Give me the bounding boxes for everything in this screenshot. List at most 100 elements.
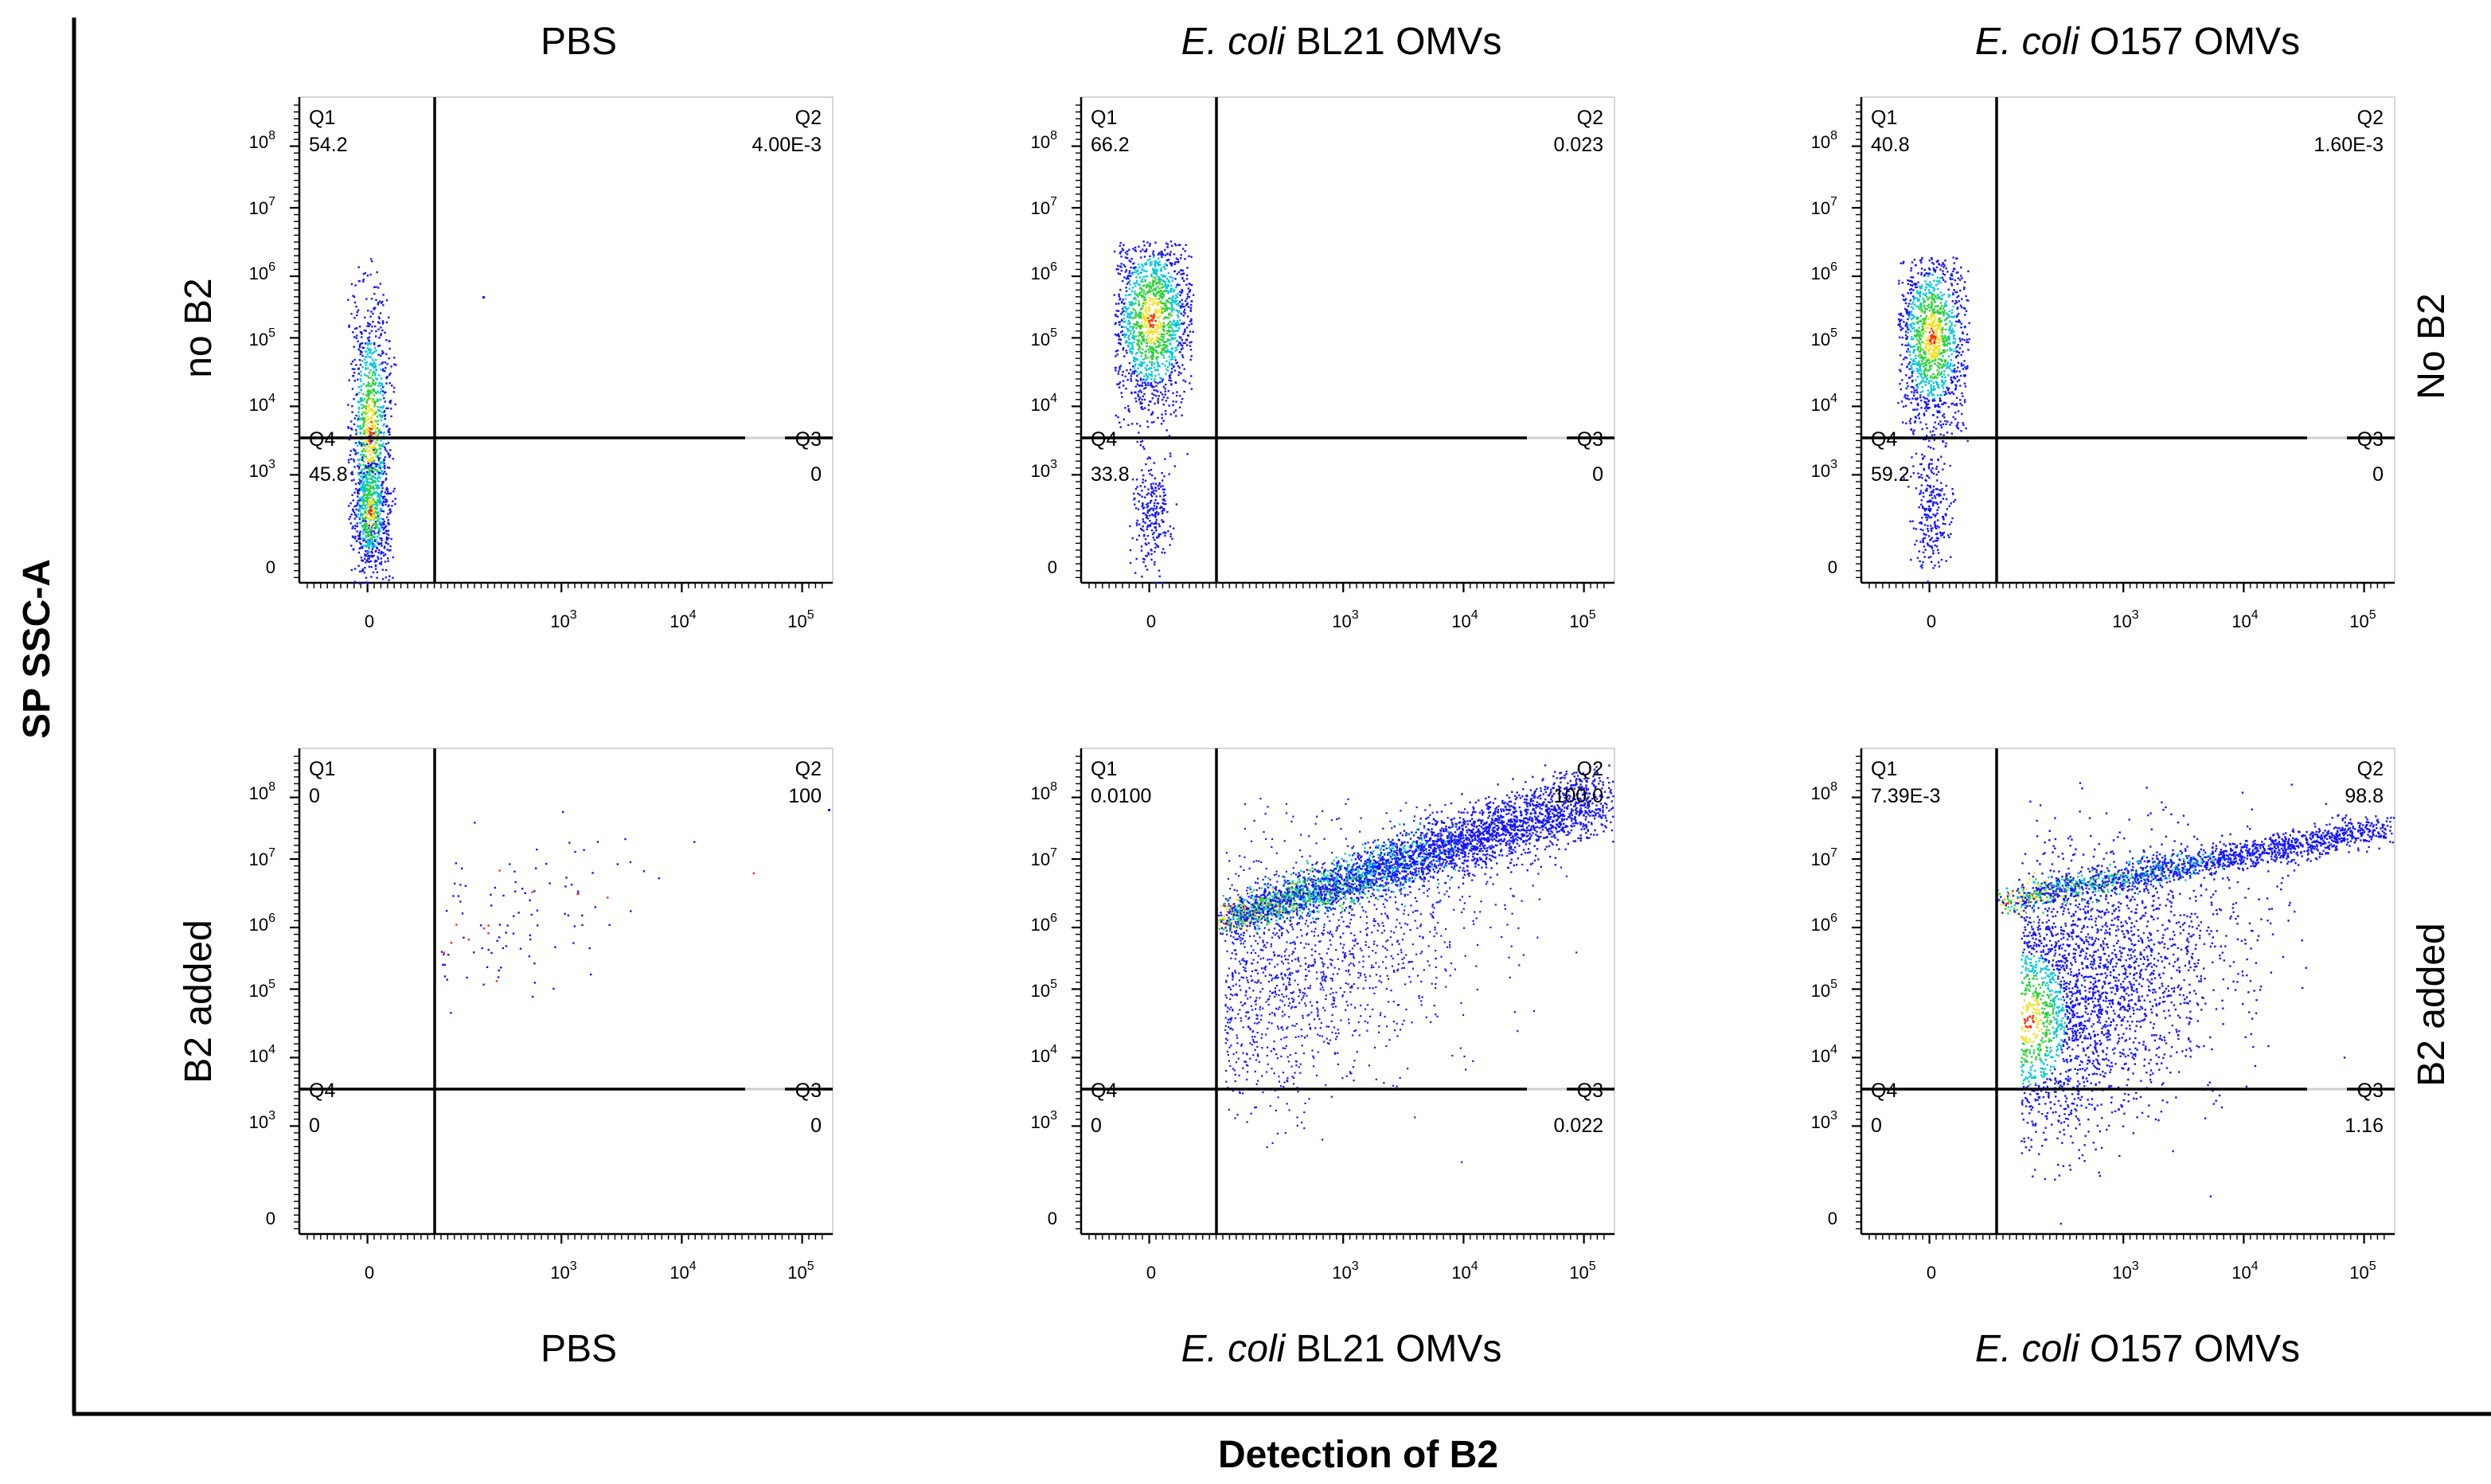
event-dot — [1933, 313, 1935, 316]
event-dot — [1921, 322, 1924, 325]
event-dot — [1173, 319, 1175, 322]
event-dot — [354, 482, 357, 486]
event-dot — [1162, 354, 1165, 357]
event-dot — [357, 502, 359, 505]
event-dot — [1178, 336, 1181, 338]
event-dot — [1920, 369, 1923, 372]
event-dot — [384, 560, 387, 563]
event-dot — [1936, 321, 1939, 323]
event-dot — [1930, 352, 1932, 354]
event-dot — [1942, 415, 1944, 417]
event-dot — [1140, 308, 1142, 310]
event-dot — [353, 466, 356, 468]
event-dot — [369, 364, 372, 366]
event-dot — [1954, 341, 1956, 343]
event-dot — [1132, 308, 1135, 310]
event-dot — [1142, 378, 1145, 381]
event-dot — [1181, 347, 1184, 350]
event-dot — [382, 481, 385, 483]
event-dot — [391, 385, 393, 387]
event-dot — [1161, 416, 1163, 420]
event-dot — [379, 467, 381, 470]
event-dot — [361, 397, 363, 400]
event-dot — [1133, 326, 1135, 329]
event-dot — [1148, 400, 1151, 403]
event-dot — [1926, 378, 1928, 381]
event-dot — [1140, 311, 1142, 314]
event-dot — [1931, 399, 1935, 401]
event-dot — [1177, 316, 1180, 318]
event-dot — [1949, 278, 1952, 280]
event-dot — [1169, 262, 1172, 264]
event-dot — [370, 298, 373, 300]
event-dot — [1123, 326, 1126, 328]
event-dot — [1962, 422, 1964, 424]
event-dot — [1131, 271, 1134, 274]
event-dot — [1931, 261, 1934, 264]
event-dot — [1932, 351, 1935, 353]
event-dot — [1944, 359, 1946, 362]
event-dot — [1154, 342, 1156, 345]
event-dot — [377, 529, 381, 532]
event-dot — [378, 443, 381, 446]
event-dot — [360, 556, 363, 559]
event-dot — [361, 488, 363, 490]
event-dot — [374, 428, 377, 431]
event-dot — [369, 385, 372, 388]
event-dot — [1125, 294, 1127, 297]
event-dot — [1930, 337, 1933, 339]
event-dot — [1146, 320, 1149, 322]
event-dot — [1149, 331, 1151, 334]
event-dot — [1116, 353, 1119, 356]
event-dot — [375, 369, 378, 372]
event-dot — [1185, 304, 1188, 307]
event-dot — [1142, 518, 1144, 521]
event-dot — [356, 530, 358, 533]
x-tick-label: 0 — [365, 611, 374, 631]
event-dot — [1927, 283, 1929, 286]
event-dot — [383, 423, 385, 425]
event-dot — [1922, 495, 1925, 498]
event-dot — [1945, 340, 1948, 342]
event-dot — [1165, 317, 1169, 319]
event-dot — [1923, 301, 1925, 304]
event-dot — [1168, 329, 1170, 332]
event-dot — [1932, 447, 1935, 450]
event-dot — [1176, 299, 1178, 303]
event-dot — [1143, 322, 1146, 325]
event-dot — [1942, 293, 1945, 296]
event-dot — [1150, 330, 1154, 332]
event-dot — [1119, 288, 1122, 291]
y-tick-label: 108 — [1811, 129, 1837, 152]
event-dot — [1162, 502, 1164, 504]
event-dot — [366, 506, 369, 510]
event-dot — [1920, 354, 1923, 357]
event-dot — [1158, 257, 1160, 260]
event-dot — [1940, 394, 1942, 396]
event-dot — [1918, 369, 1920, 372]
event-dot — [363, 518, 365, 521]
event-dot — [1931, 490, 1934, 493]
event-dot — [363, 472, 365, 474]
event-dot — [1154, 482, 1158, 485]
event-dot — [1178, 323, 1181, 326]
event-dot — [1141, 402, 1143, 404]
event-dot — [1907, 385, 1909, 388]
event-dot — [1174, 359, 1177, 361]
event-dot — [1939, 297, 1941, 300]
event-dot — [365, 476, 367, 479]
event-dot — [1932, 309, 1935, 311]
event-dot — [371, 365, 374, 367]
event-dot — [1919, 365, 1921, 369]
event-dot — [385, 339, 388, 342]
event-dot — [356, 334, 358, 337]
event-dot — [368, 325, 370, 327]
event-dot — [1933, 334, 1935, 338]
event-dot — [1150, 318, 1154, 322]
event-dot — [369, 541, 372, 545]
event-dot — [377, 353, 380, 356]
event-dot — [1162, 253, 1165, 256]
event-dot — [356, 327, 358, 330]
event-dot — [381, 466, 385, 468]
event-dot — [1904, 334, 1907, 337]
